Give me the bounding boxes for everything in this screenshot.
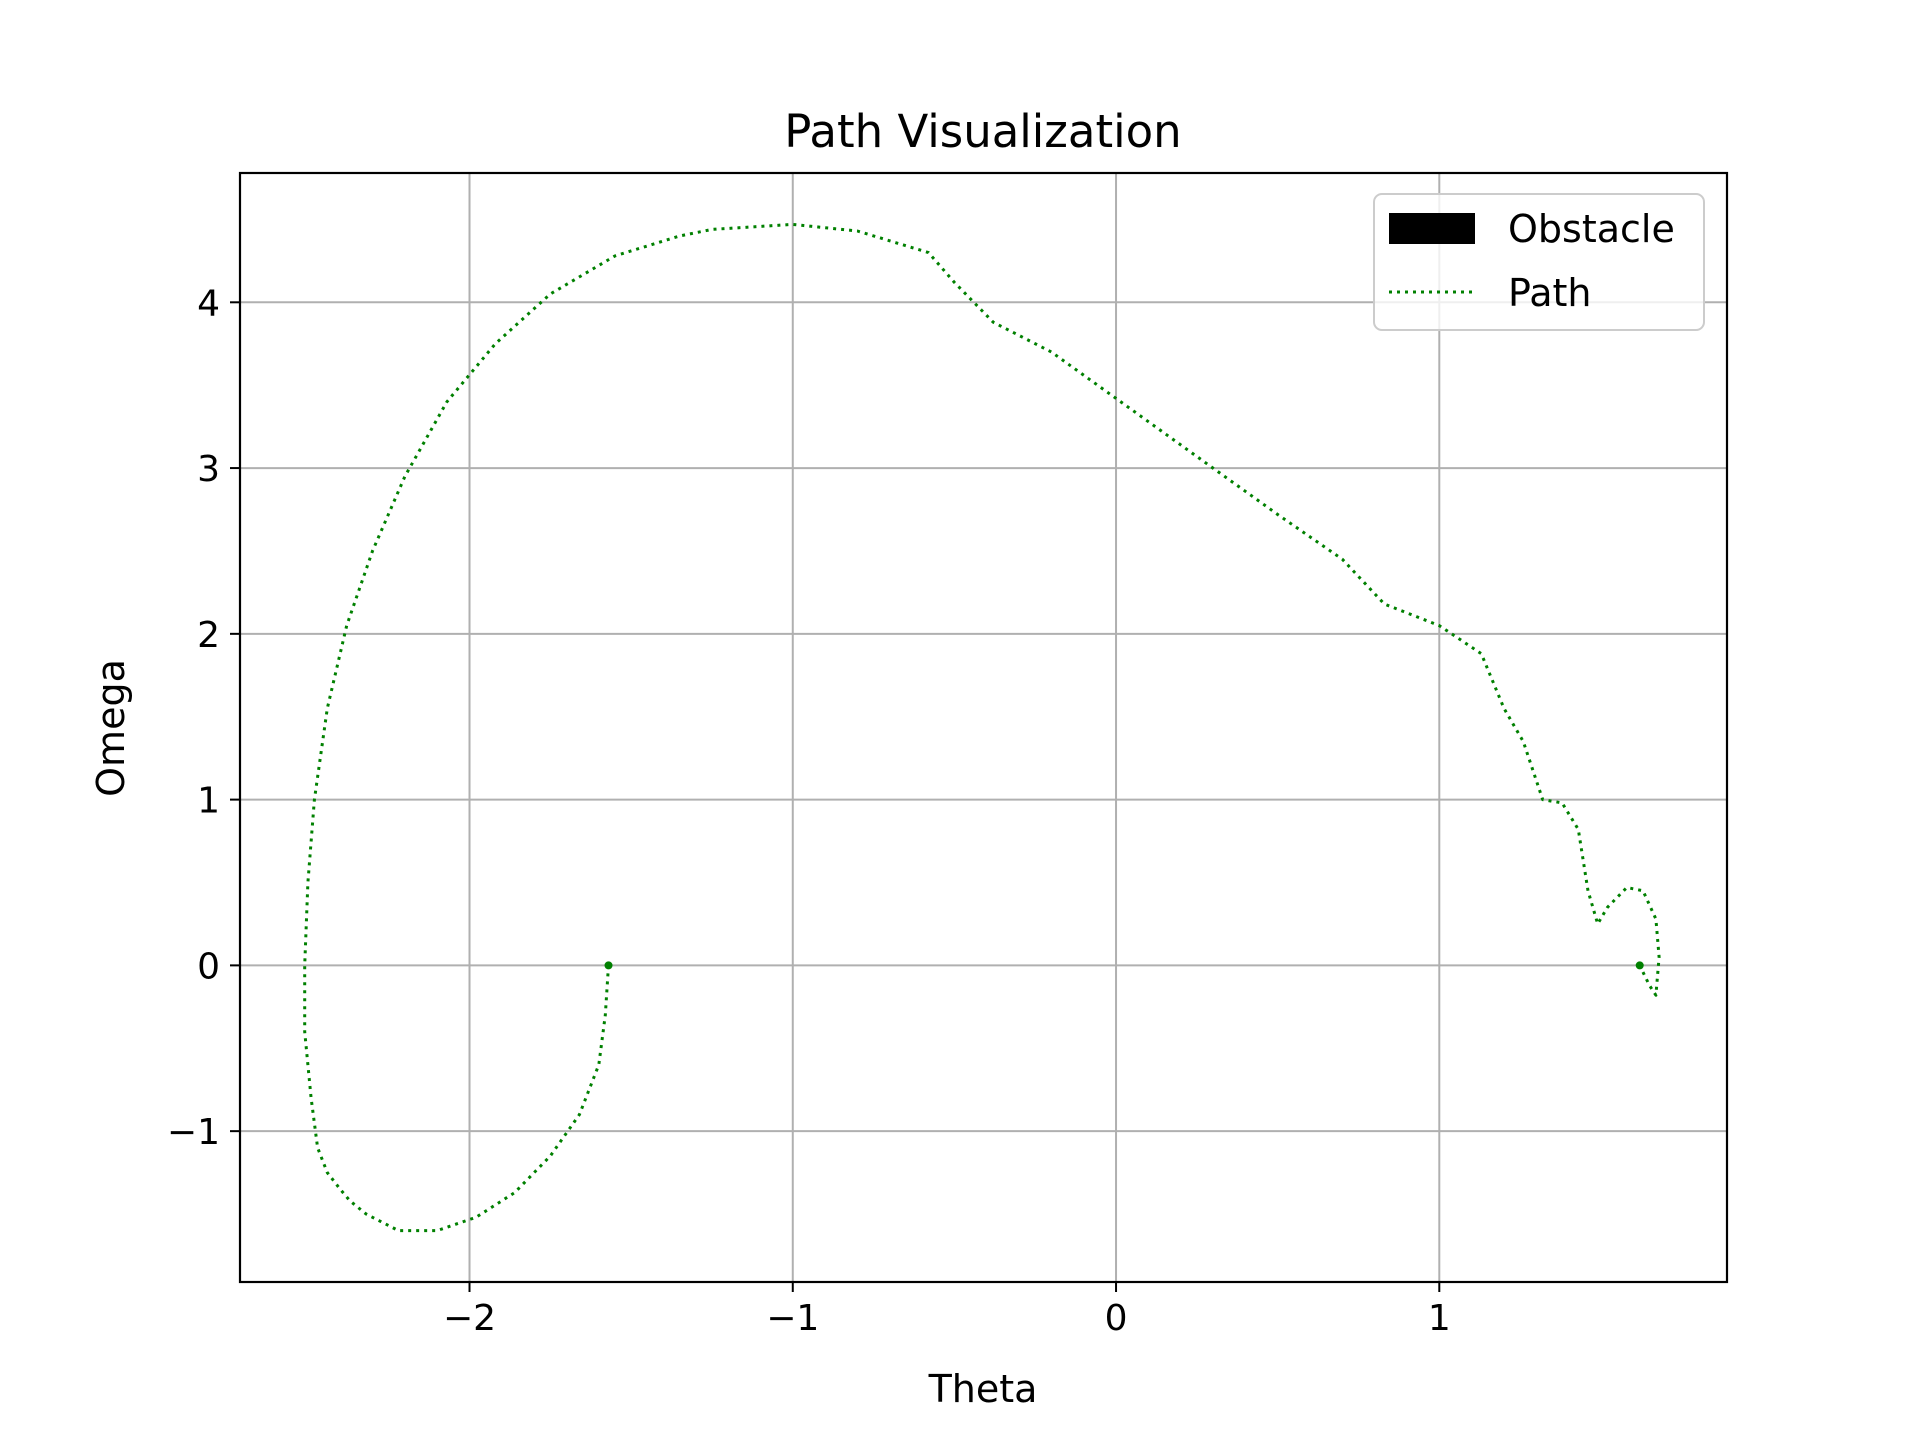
x-axis-label: Theta [928, 1367, 1038, 1411]
chart-title: Path Visualization [784, 105, 1181, 158]
x-tick-label: 1 [1428, 1298, 1451, 1339]
series-layer [303, 222, 1661, 1233]
x-tick-label: −2 [443, 1298, 496, 1339]
y-tick-label: 4 [197, 283, 220, 324]
y-tick-label: −1 [167, 1112, 220, 1153]
y-tick-label: 0 [197, 946, 220, 987]
y-axis-label: Omega [89, 659, 133, 797]
legend-obstacle-swatch [1389, 213, 1475, 244]
y-tick-label: 3 [197, 449, 220, 490]
legend-obstacle-label: Obstacle [1508, 207, 1675, 251]
x-tick-label: −1 [766, 1298, 819, 1339]
legend-path-label: Path [1508, 271, 1591, 315]
ticks: −2 −1 0 1 −1 0 1 2 3 4 [167, 283, 1451, 1339]
path-series-line [303, 222, 1661, 1233]
path-endpoint-marker [1635, 961, 1644, 970]
path-endpoint-marker [604, 961, 613, 970]
x-tick-label: 0 [1105, 1298, 1128, 1339]
plot-area [240, 173, 1727, 1282]
y-tick-label: 2 [197, 615, 220, 656]
legend: Obstacle Path [1373, 193, 1705, 331]
y-tick-label: 1 [197, 781, 220, 822]
plot-frame [238, 171, 1729, 1284]
